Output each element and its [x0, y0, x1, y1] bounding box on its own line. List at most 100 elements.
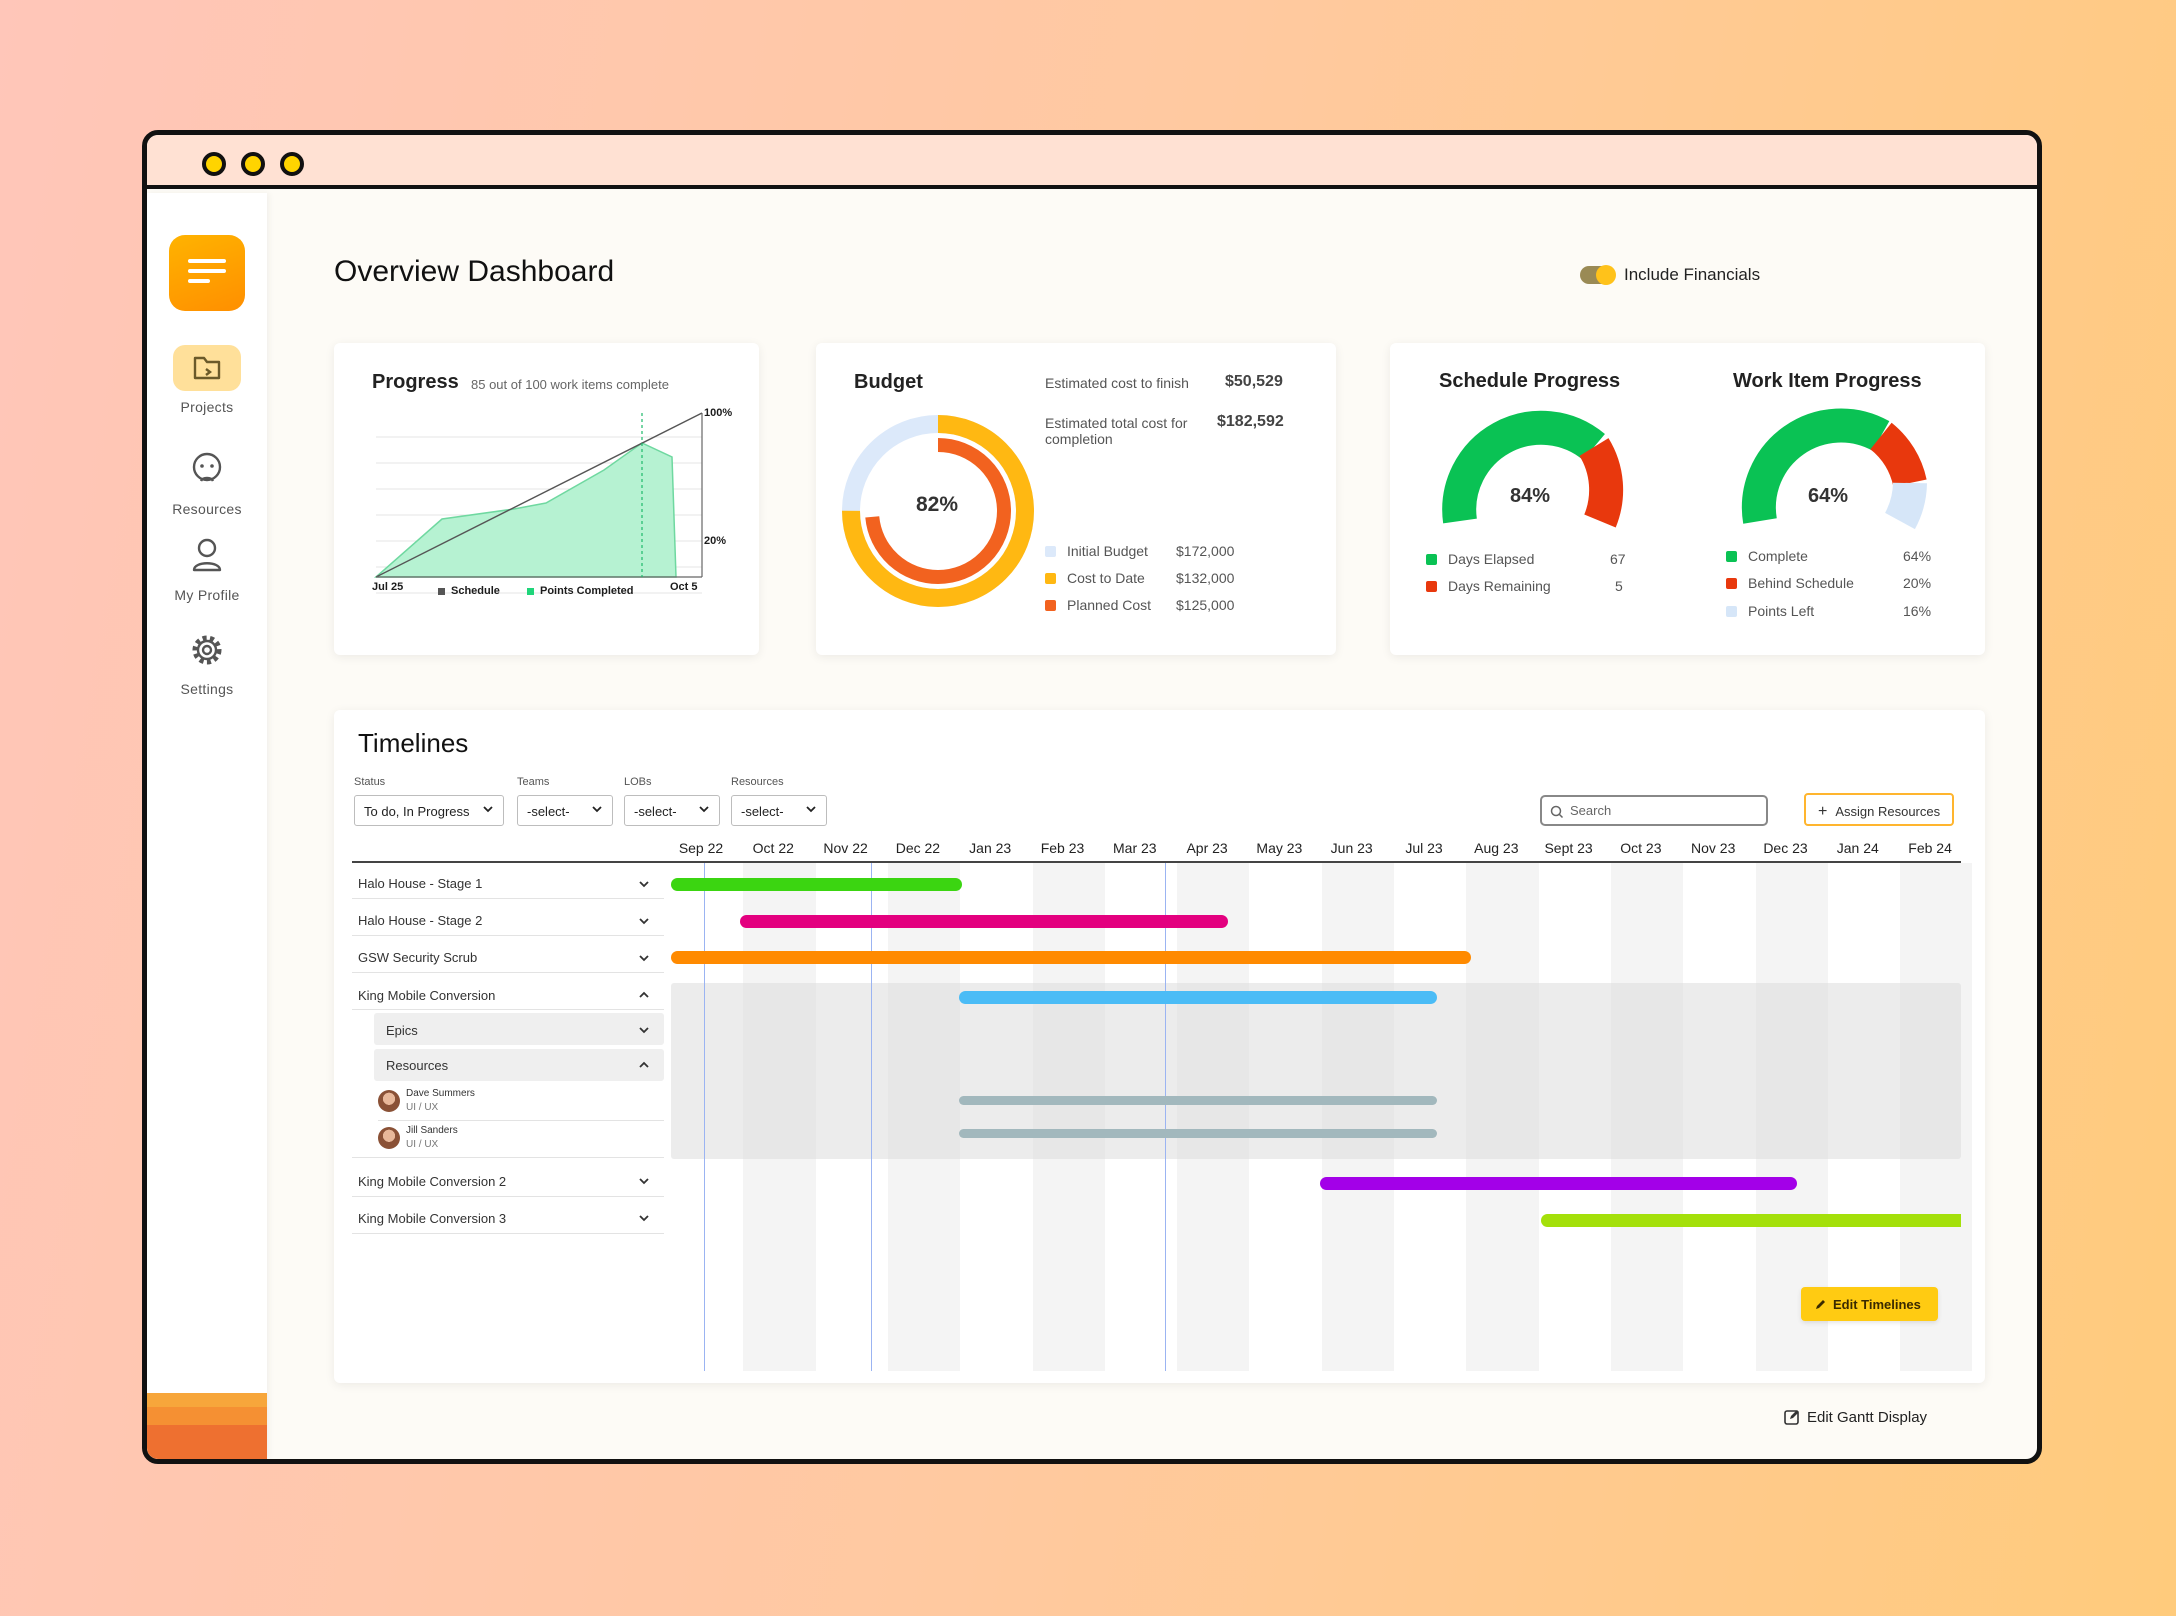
chevron-down-icon[interactable] [638, 1024, 650, 1036]
row-label-king-mobile-conversion-2[interactable]: King Mobile Conversion 2 [358, 1174, 507, 1189]
gantt-month-label: May 23 [1256, 840, 1303, 856]
gantt-month-label: Jun 23 [1330, 840, 1373, 856]
row-label-king-mobile-conversion[interactable]: King Mobile Conversion [358, 988, 496, 1003]
status-select[interactable]: To do, In Progress [354, 795, 504, 826]
chevron-down-icon [483, 806, 493, 813]
resources-filter-label: Resources [731, 776, 784, 788]
schedule-line [375, 412, 703, 578]
chevron-down-icon [699, 806, 709, 813]
person-role: UI / UX [406, 1139, 439, 1150]
window-dot-1[interactable] [202, 152, 226, 176]
progress-subtitle: 85 out of 100 work items complete [471, 377, 669, 392]
chevron-up-icon[interactable] [638, 989, 650, 1001]
gantt-bar-halo-stage-2[interactable] [740, 915, 1228, 928]
sidebar-item-settings[interactable]: Settings [147, 627, 267, 697]
person-role: UI / UX [406, 1102, 439, 1113]
chevron-down-icon[interactable] [638, 1175, 650, 1187]
resources-subrow[interactable] [374, 1049, 664, 1081]
chevron-down-icon[interactable] [638, 878, 650, 890]
gantt-bar-dave-summers[interactable] [959, 1096, 1437, 1105]
status-filter-label: Status [354, 776, 386, 788]
work-item-progress-title: Work Item Progress [1733, 370, 1922, 392]
legend-points-completed: Points Completed [527, 585, 634, 597]
est-finish-label: Estimated cost to finish [1045, 375, 1189, 391]
sidebar-item-resources[interactable]: Resources [147, 447, 267, 517]
row-label-halo-stage-2[interactable]: Halo House - Stage 2 [358, 913, 483, 928]
sidebar-item-projects[interactable]: Projects [147, 345, 267, 415]
chevron-up-icon[interactable] [638, 1059, 650, 1071]
gear-icon [173, 627, 241, 673]
gantt-bar-king-mobile-conversion-2[interactable] [1320, 1177, 1797, 1190]
sidebar-item-label: Projects [180, 399, 234, 415]
row-label-king-mobile-conversion-3[interactable]: King Mobile Conversion 3 [358, 1211, 507, 1226]
timelines-title: Timelines [358, 728, 469, 758]
gantt-marker-line [704, 863, 705, 1371]
toggle-switch[interactable] [1580, 265, 1616, 285]
row-divider [352, 1233, 664, 1234]
app-logo-icon[interactable] [169, 235, 245, 311]
chevron-down-icon[interactable] [638, 952, 650, 964]
gantt-month-label: Oct 23 [1620, 840, 1662, 856]
row-label-gsw-security-scrub[interactable]: GSW Security Scrub [358, 950, 478, 965]
chevron-down-icon[interactable] [638, 1212, 650, 1224]
progress-title: Progress [372, 371, 459, 393]
gantt-bar-king-mobile-conversion[interactable] [959, 991, 1437, 1004]
est-finish-value: $50,529 [1225, 373, 1283, 390]
gantt-bar-halo-stage-1[interactable] [671, 878, 962, 891]
assign-resources-button[interactable]: + Assign Resources [1804, 793, 1954, 826]
sidebar-item-my-profile[interactable]: My Profile [147, 533, 267, 603]
include-financials-toggle[interactable]: Include Financials [1580, 265, 1760, 285]
budget-card: Budget 82% Estimated cost to finish $50,… [816, 343, 1336, 655]
person-name: Dave Summers [406, 1088, 475, 1099]
row-label-halo-stage-1[interactable]: Halo House - Stage 1 [358, 876, 483, 891]
legend-initial-budget: Initial Budget [1045, 543, 1148, 559]
schedule-gauge [1442, 410, 1624, 528]
x-axis-end-label: Oct 5 [670, 581, 698, 593]
gantt-grid [334, 710, 1985, 1383]
teams-select[interactable]: -select- [517, 795, 613, 826]
gantt-month-label: Dec 23 [1763, 840, 1808, 856]
budget-donut [842, 415, 1034, 607]
edit-icon [1784, 1410, 1799, 1425]
progress-gauges-card: Schedule Progress Work Item Progress 84%… [1390, 343, 1985, 655]
title-bar [147, 135, 2037, 189]
window-dot-2[interactable] [241, 152, 265, 176]
gantt-bar-king-mobile-conversion-3[interactable] [1541, 1214, 1961, 1227]
pencil-icon [1816, 1300, 1825, 1309]
y-axis-mid-label: 20% [704, 535, 727, 547]
chevron-down-icon [806, 806, 816, 813]
gantt-month-label: Nov 23 [1691, 840, 1736, 856]
edit-gantt-display-link[interactable]: Edit Gantt Display [1783, 1408, 1927, 1426]
resources-select[interactable]: -select- [731, 795, 827, 826]
progress-card: Progress 85 out of 100 work items comple… [334, 343, 759, 655]
gantt-bar-gsw-security-scrub[interactable] [671, 951, 1471, 964]
budget-center-value: 82% [916, 493, 959, 516]
window-dot-3[interactable] [280, 152, 304, 176]
person-name: Jill Sanders [406, 1125, 458, 1136]
cost-to-date-value: $132,000 [1176, 570, 1235, 586]
gantt-month-label: Aug 23 [1474, 840, 1519, 856]
chevron-down-icon [592, 806, 602, 813]
gantt-marker-line [1165, 863, 1166, 1371]
gantt-month-label: Apr 23 [1186, 840, 1228, 856]
sidebar: Projects Resources My Profile Settings [147, 193, 267, 1459]
legend-days-remaining: Days Remaining [1426, 578, 1551, 594]
points-left-value: 16% [1903, 603, 1932, 619]
sidebar-footer-stripe [147, 1393, 267, 1459]
gantt-month-label: Oct 22 [752, 840, 794, 856]
gantt-bar-jill-sanders[interactable] [959, 1129, 1437, 1138]
gantt-month-label: Sept 23 [1544, 840, 1593, 856]
x-axis-start-label: Jul 25 [372, 581, 404, 593]
gantt-month-label: Mar 23 [1113, 840, 1157, 856]
edit-timelines-button[interactable]: Edit Timelines [1801, 1287, 1938, 1321]
chevron-down-icon[interactable] [638, 915, 650, 927]
progress-chart [374, 412, 703, 594]
gantt-month-label: Nov 22 [823, 840, 868, 856]
search-input[interactable]: Search [1540, 795, 1768, 826]
epics-subrow[interactable] [374, 1013, 664, 1045]
schedule-progress-title: Schedule Progress [1439, 370, 1621, 392]
lobs-select[interactable]: -select- [624, 795, 720, 826]
legend-planned-cost: Planned Cost [1045, 597, 1151, 613]
row-divider [352, 1009, 664, 1010]
row-divider [378, 1120, 664, 1121]
